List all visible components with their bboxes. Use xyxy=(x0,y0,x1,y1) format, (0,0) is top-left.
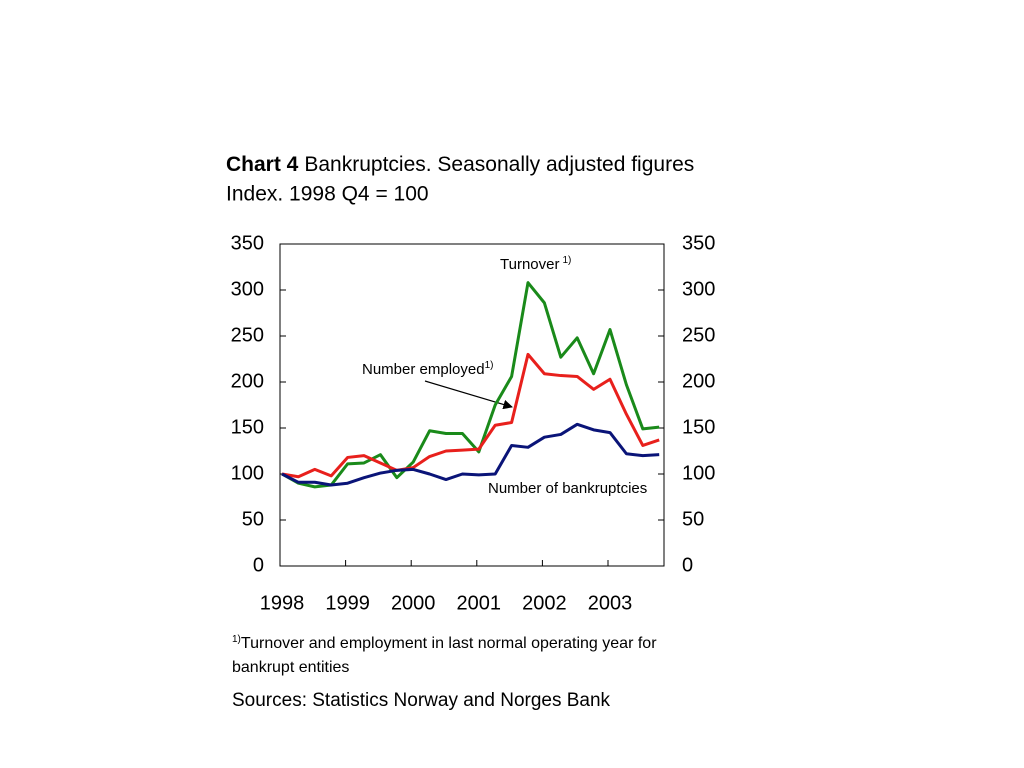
title: Bankruptcies. Seasonally adjusted figure… xyxy=(304,153,694,176)
y2-tick-label: 0 xyxy=(682,554,693,576)
series-line xyxy=(281,352,660,479)
x-tick-label: 2003 xyxy=(588,592,633,614)
source: Sources: Statistics Norway and Norges Ba… xyxy=(232,690,611,711)
series-line xyxy=(281,422,660,487)
series-name: Number employed xyxy=(362,361,485,378)
footnote-marker: 1) xyxy=(485,360,494,371)
y-tick-label: 150 xyxy=(231,416,264,438)
title-bold: Chart 4 xyxy=(226,153,299,176)
y2-tick-label: 200 xyxy=(682,370,715,392)
y-tick-label: 250 xyxy=(231,324,264,346)
series-label: Number employed1) xyxy=(362,360,493,378)
y2-tick-label: 350 xyxy=(682,232,715,254)
series-line xyxy=(281,281,660,489)
x-tick-label: 2002 xyxy=(522,592,567,614)
y2-tick-label: 150 xyxy=(682,416,715,438)
footnote-marker: 1) xyxy=(232,634,241,645)
series-name: Turnover xyxy=(500,256,559,273)
x-tick-label: 2000 xyxy=(391,592,436,614)
y-tick-label: 350 xyxy=(231,232,264,254)
y2-tick-label: 100 xyxy=(682,462,715,484)
y-tick-label: 100 xyxy=(231,462,264,484)
y-tick-label: 50 xyxy=(242,508,264,530)
footnote-marker: 1) xyxy=(562,255,571,266)
x-tick-label: 1998 xyxy=(260,592,305,614)
y-tick-label: 200 xyxy=(231,370,264,392)
series-label: Turnover 1) xyxy=(500,255,571,273)
y-tick-label: 300 xyxy=(231,278,264,300)
footnote: 1)Turnover and employment in last normal… xyxy=(232,634,657,653)
series-name: Number of bankruptcies xyxy=(488,480,647,497)
y2-tick-label: 250 xyxy=(682,324,715,346)
x-tick-label: 2001 xyxy=(457,592,502,614)
series-label: Number of bankruptcies xyxy=(488,480,647,497)
y-tick-label: 0 xyxy=(253,554,264,576)
y2-tick-label: 50 xyxy=(682,508,704,530)
arrow xyxy=(424,380,513,410)
y2-tick-label: 300 xyxy=(682,278,715,300)
footnote-text: Turnover and employment in last normal o… xyxy=(241,635,657,652)
subtitle: Index. 1998 Q4 = 100 xyxy=(226,183,429,206)
x-tick-label: 1999 xyxy=(325,592,370,614)
chart-title: Chart 4 Bankruptcies. Seasonally adjusted… xyxy=(226,153,694,176)
plot-frame xyxy=(279,243,665,567)
footnote-line: bankrupt entities xyxy=(232,659,349,676)
